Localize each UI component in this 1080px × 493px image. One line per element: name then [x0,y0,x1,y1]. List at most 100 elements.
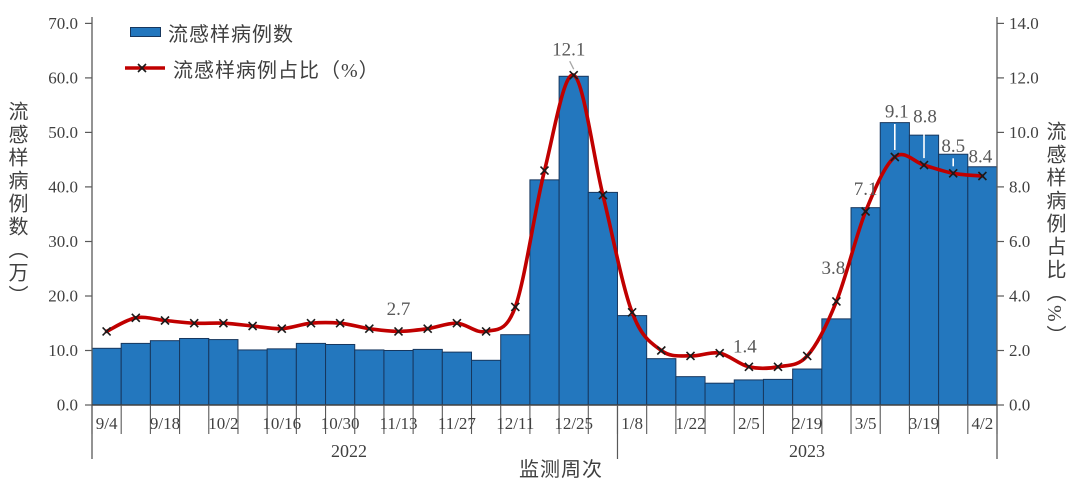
x-marker [919,160,929,170]
legend-item-cases: 流感样病例数 [124,14,380,50]
point-data-label: 2.7 [387,299,411,320]
bar [383,349,414,406]
bar [938,153,969,406]
x-marker [335,318,345,328]
right-y-tick-label: 0.0 [1009,396,1030,415]
bar [500,334,531,406]
x-tick-label: 3/5 [855,414,877,433]
point-data-label: 9.1 [885,102,909,123]
x-marker [569,70,579,80]
bar [120,342,151,406]
x-marker [510,302,520,312]
legend: 流感样病例数 流感样病例占比（%） [124,14,380,86]
x-marker [189,318,199,328]
right-y-tick-label: 14.0 [1009,14,1039,33]
right-y-tick-label: 2.0 [1009,341,1030,360]
legend-item-percentage: 流感样病例占比（%） [124,50,380,86]
bar [412,348,443,406]
bar [616,315,648,406]
x-marker [393,326,404,336]
bar [967,166,998,406]
left-y-tick-label: 20.0 [48,287,78,306]
legend-label-percentage: 流感样病例占比（%） [173,59,380,82]
x-marker [715,348,725,358]
x-axis-title: 监测周次 [519,459,603,481]
bar [91,347,122,406]
x-tick-label: 10/2 [208,414,238,433]
x-marker [539,166,550,176]
x-tick-label: 12/11 [496,414,534,433]
x-marker [160,315,170,326]
x-marker [131,313,141,323]
left-y-tick-label: 10.0 [48,341,78,360]
x-marker [744,362,754,372]
left-y-tick-label: 0.0 [57,396,78,415]
year-label-2022: 2022 [331,441,367,461]
bar [704,382,735,406]
bar [266,348,297,406]
year-label-2023: 2023 [789,441,825,461]
bar [646,358,677,406]
bar [179,337,210,406]
x-marker [802,351,812,361]
bar [733,379,764,406]
bar [354,349,385,406]
x-marker [977,171,987,181]
left-y-tick-label: 30.0 [48,232,78,251]
right-y-tick-label: 10.0 [1009,123,1039,142]
left-y-tick-label: 40.0 [48,177,78,196]
x-tick-label: 9/18 [150,414,180,433]
bar [237,349,268,406]
bar [441,351,473,406]
right-y-tick-label: 12.0 [1009,68,1039,87]
bar [675,376,706,406]
bar [295,342,327,406]
x-marker [218,318,228,328]
x-marker [598,190,608,200]
x-tick-label: 11/13 [379,414,417,433]
x-tick-label: 12/25 [554,414,593,433]
bar [558,75,589,406]
point-data-label: 12.1 [552,40,585,61]
x-marker [627,307,637,317]
x-marker [423,324,433,334]
x-tick-label: 2/5 [738,414,760,433]
x-marker [481,326,491,336]
bar [879,122,910,406]
x-marker [306,318,316,328]
x-tick-label: 4/2 [972,414,994,433]
point-data-label: 3.8 [822,258,846,279]
left-y-tick-label: 60.0 [48,68,78,87]
x-marker [452,318,462,328]
legend-line-swatch [124,61,166,75]
bar [762,378,794,406]
right-y-tick-label: 8.0 [1009,177,1030,196]
x-marker [277,324,287,334]
legend-label-cases: 流感样病例数 [168,23,294,46]
bar [325,343,356,406]
x-marker [861,206,871,217]
x-tick-label: 1/8 [621,414,643,433]
x-marker [685,351,696,361]
x-tick-label: 2/19 [792,414,822,433]
bar [908,134,940,406]
right-y-tick-label: 6.0 [1009,232,1030,251]
bar [821,318,852,406]
x-marker [948,168,958,178]
x-tick-label: 1/22 [675,414,705,433]
x-marker [102,326,112,336]
left-axis-title: 流感样病例数（万） [5,101,27,308]
x-marker [364,324,374,334]
point-data-label: 8.8 [913,107,937,128]
x-marker [656,345,666,356]
point-data-label: 8.4 [969,147,993,168]
bar [471,359,502,406]
x-marker [831,296,841,306]
x-marker [248,321,258,331]
x-marker [890,152,900,162]
right-axis-title: 流感样病例占比（%） [1043,121,1065,348]
bar [792,368,823,406]
left-y-tick-label: 70.0 [48,14,78,33]
